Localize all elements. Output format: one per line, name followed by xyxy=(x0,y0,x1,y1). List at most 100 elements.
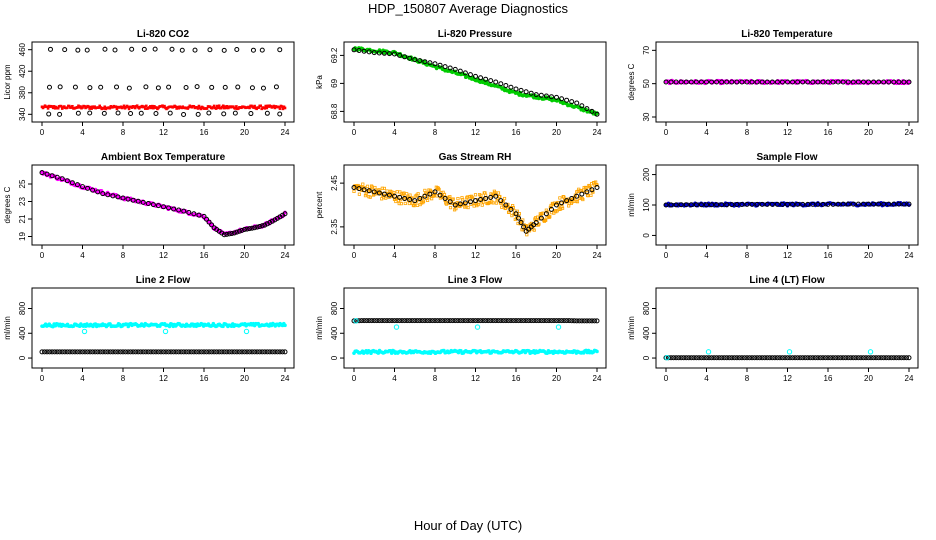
data-point xyxy=(392,318,397,324)
data-point xyxy=(429,318,435,324)
data-point xyxy=(579,191,585,197)
data-point xyxy=(89,105,92,109)
data-point xyxy=(52,105,56,108)
data-point xyxy=(503,202,509,208)
data-point xyxy=(221,111,227,117)
x-tick-label: 8 xyxy=(433,128,438,137)
data-point xyxy=(538,92,544,98)
data-point xyxy=(815,79,821,85)
y-tick-label: 400 xyxy=(330,326,339,340)
data-point xyxy=(779,79,785,85)
data-point xyxy=(447,199,453,205)
data-point xyxy=(186,349,192,355)
data-point xyxy=(891,79,897,85)
data-point xyxy=(385,189,389,193)
data-point xyxy=(254,349,260,355)
y-tick-label: 25 xyxy=(18,179,27,188)
data-point xyxy=(209,84,215,90)
data-point xyxy=(87,105,90,108)
data-point xyxy=(361,48,367,54)
data-point xyxy=(272,349,278,355)
data-point xyxy=(442,318,448,324)
data-point xyxy=(795,201,801,207)
data-point xyxy=(719,355,725,361)
x-tick-label: 24 xyxy=(905,374,914,383)
data-point xyxy=(427,318,433,324)
data-point xyxy=(581,318,587,324)
x-tick-label: 8 xyxy=(745,128,750,137)
data-point xyxy=(456,196,460,201)
data-point xyxy=(800,355,806,361)
data-point xyxy=(193,349,199,355)
data-point xyxy=(663,202,669,208)
data-point xyxy=(810,201,816,207)
data-point xyxy=(257,349,263,355)
data-point xyxy=(386,192,392,198)
data-point xyxy=(265,106,269,110)
data-point xyxy=(214,107,218,110)
data-point xyxy=(886,355,892,361)
data-point xyxy=(125,196,131,202)
x-tick-label: 4 xyxy=(704,374,709,383)
data-point xyxy=(452,318,458,324)
data-point xyxy=(528,318,534,324)
data-point xyxy=(901,201,907,207)
data-point xyxy=(688,79,694,85)
data-point xyxy=(386,51,392,57)
data-point xyxy=(402,54,408,60)
data-point xyxy=(277,349,283,355)
data-point xyxy=(754,355,760,361)
data-point xyxy=(483,195,489,201)
data-point xyxy=(812,355,818,361)
data-point xyxy=(47,349,53,355)
data-point xyxy=(729,79,735,85)
data-point xyxy=(371,50,377,56)
data-point xyxy=(462,200,468,206)
data-point xyxy=(790,201,796,207)
data-point xyxy=(457,68,463,74)
data-point xyxy=(404,318,410,324)
data-point xyxy=(739,355,745,361)
data-point xyxy=(110,349,116,355)
data-point xyxy=(774,355,780,361)
data-point xyxy=(820,355,826,361)
data-point xyxy=(488,318,494,324)
data-point xyxy=(195,111,201,117)
data-point xyxy=(100,191,106,197)
data-point xyxy=(452,202,458,208)
data-point xyxy=(225,104,229,108)
data-point xyxy=(77,349,83,355)
data-point xyxy=(183,85,189,91)
data-point xyxy=(724,355,730,361)
y-tick-label: 2.35 xyxy=(330,219,339,235)
data-point xyxy=(274,349,280,355)
data-point xyxy=(466,205,470,210)
data-point xyxy=(860,355,866,361)
y-axis-label: kPa xyxy=(315,75,324,89)
data-point xyxy=(192,105,196,108)
data-point xyxy=(155,85,161,91)
x-tick-label: 16 xyxy=(200,374,209,383)
data-point xyxy=(259,47,265,53)
data-point xyxy=(845,79,851,85)
x-tick-label: 20 xyxy=(240,251,249,260)
data-point xyxy=(126,105,130,109)
x-tick-label: 12 xyxy=(471,251,480,260)
data-point xyxy=(583,185,588,190)
data-point xyxy=(686,355,692,361)
data-point xyxy=(351,318,357,324)
data-point xyxy=(533,220,539,225)
data-point xyxy=(179,47,185,53)
data-point xyxy=(785,79,790,85)
y-tick-label: 200 xyxy=(642,167,651,181)
data-point xyxy=(523,89,529,95)
data-point xyxy=(120,349,126,355)
data-point xyxy=(402,318,408,324)
data-point xyxy=(508,84,514,90)
data-point xyxy=(272,104,276,108)
data-point xyxy=(698,79,704,85)
data-point xyxy=(731,355,737,361)
data-point xyxy=(448,206,453,210)
data-point xyxy=(729,355,735,361)
data-point xyxy=(548,94,554,100)
